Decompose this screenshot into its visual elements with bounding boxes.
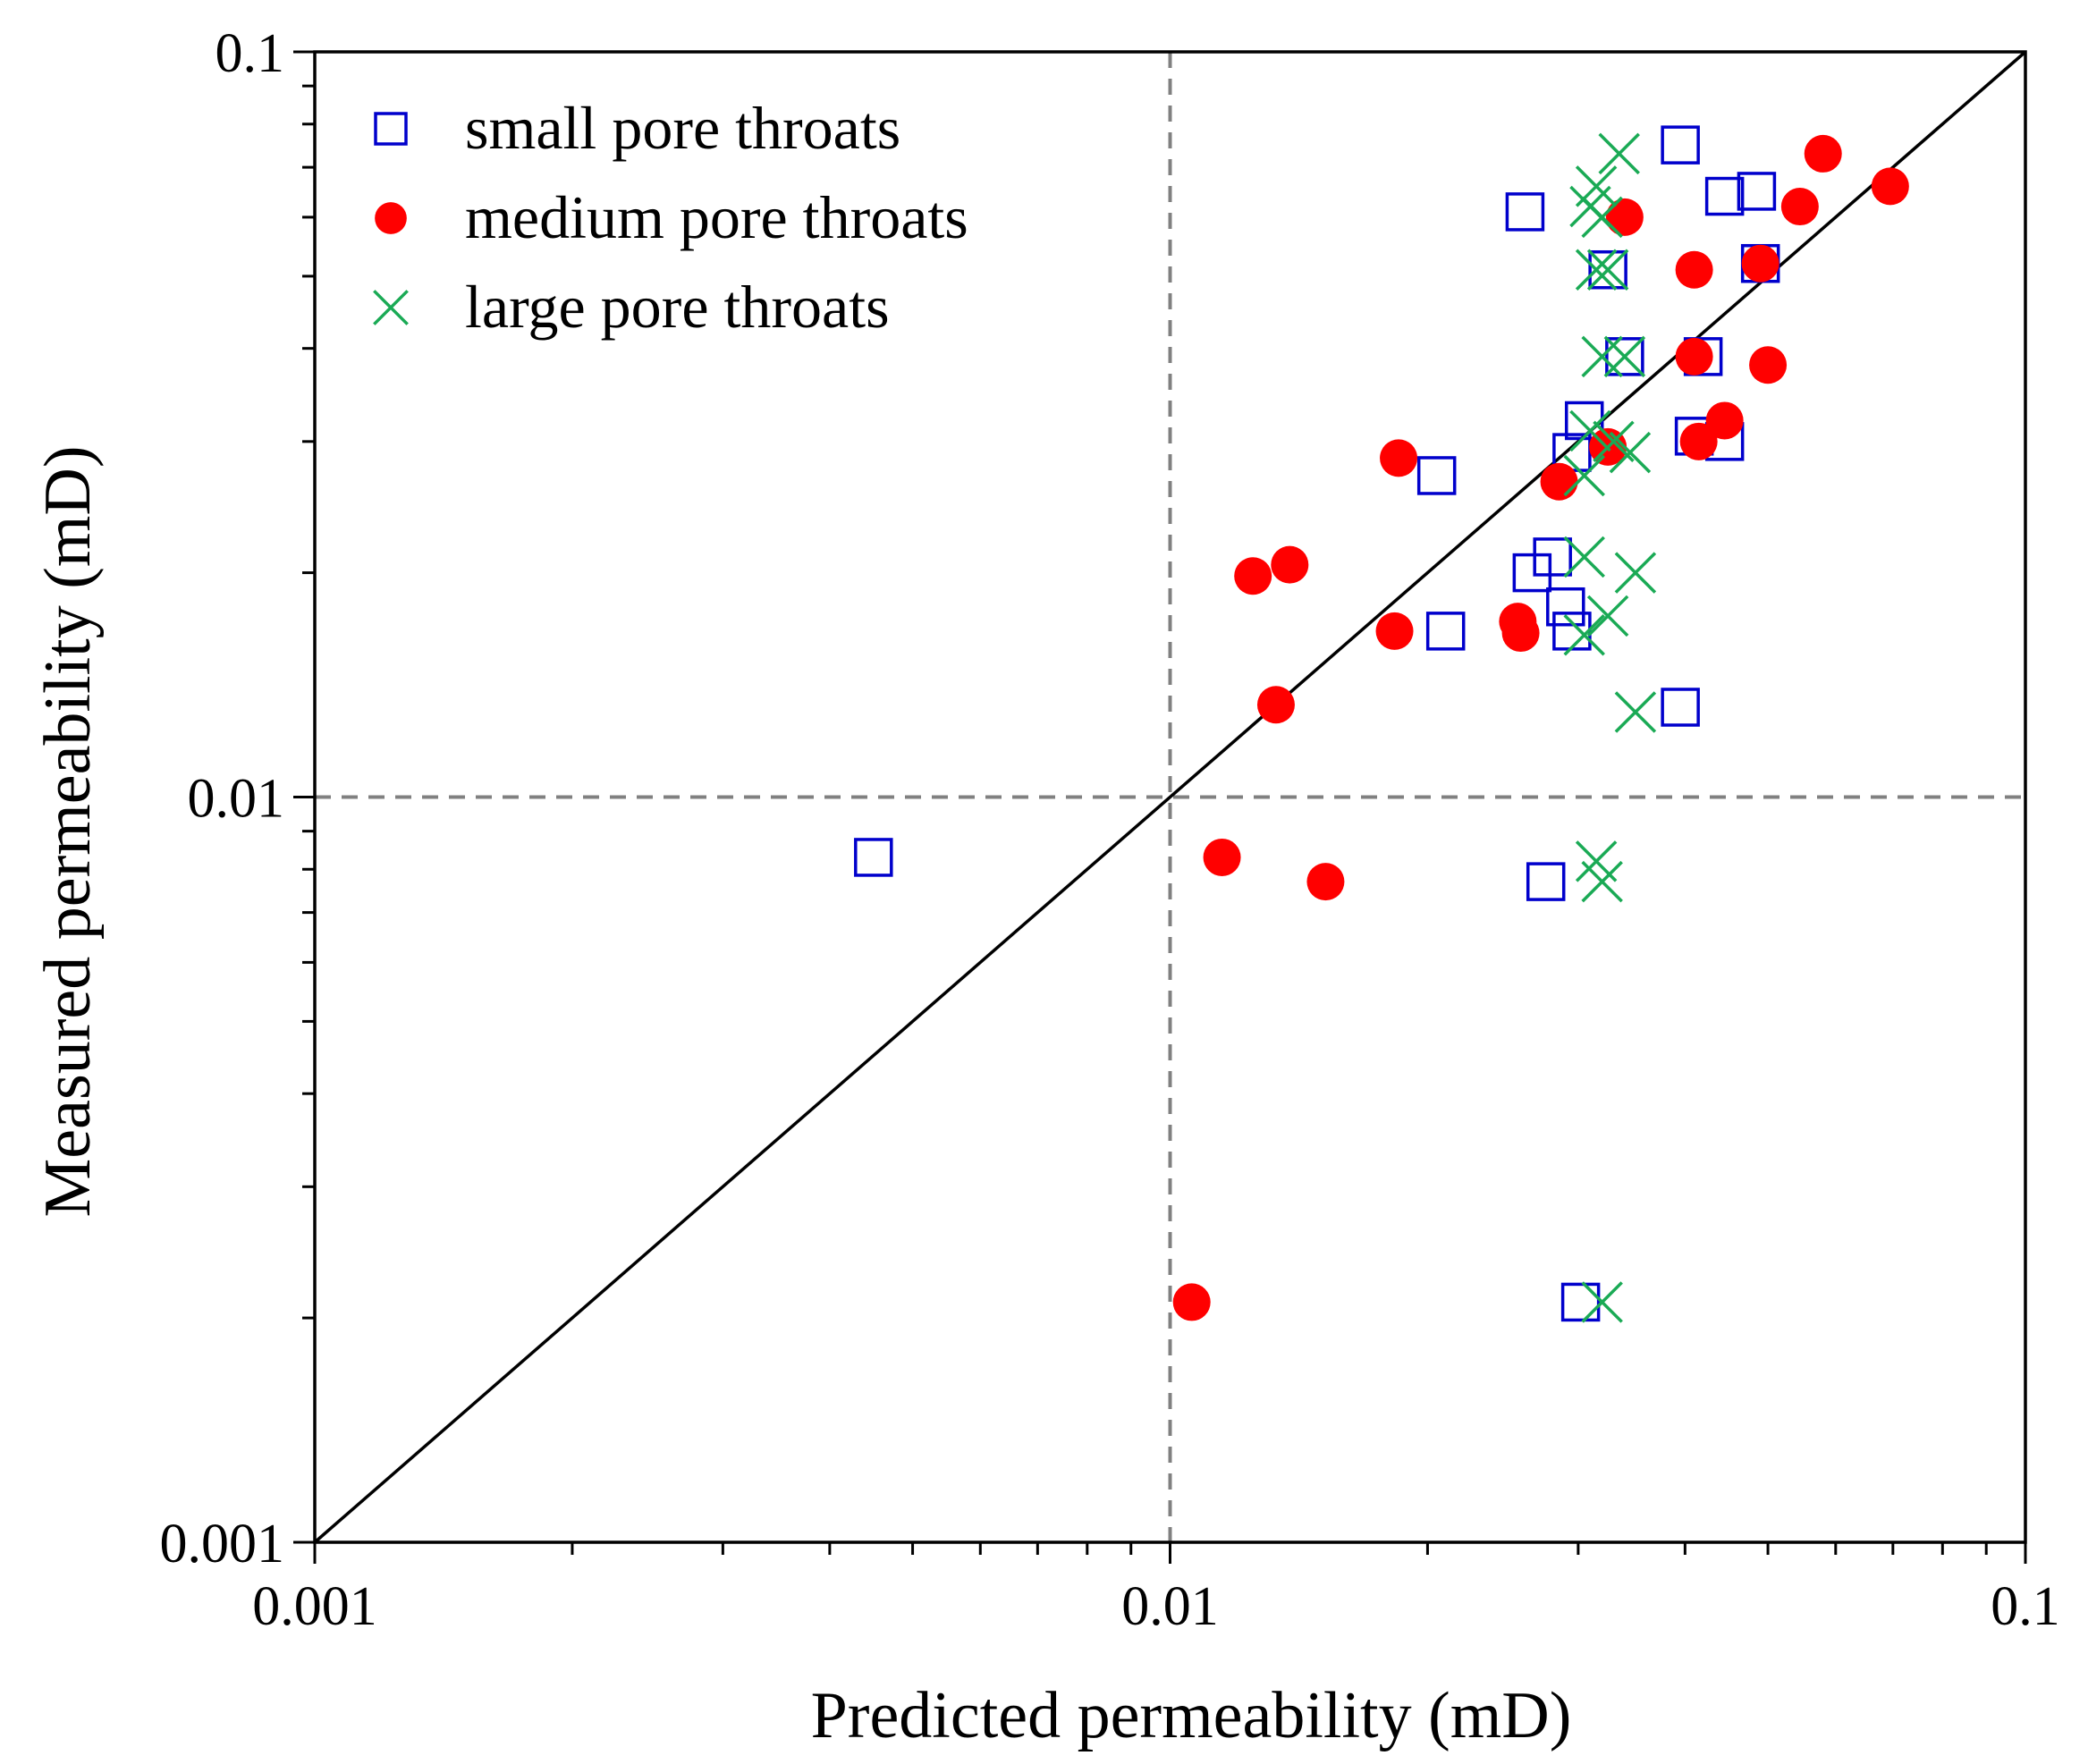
y-axis-title: Measured permeability (mD)	[31, 445, 105, 1217]
x-axis-title: Predicted permeability (mD)	[811, 1679, 1572, 1752]
data-point-small	[1512, 553, 1552, 593]
data-point-medium	[1501, 614, 1540, 653]
one-to-one-line	[313, 50, 2027, 1544]
data-point-medium	[1256, 686, 1295, 724]
data-point-small	[1661, 688, 1700, 727]
data-point-medium	[1605, 198, 1644, 236]
data-point-medium	[1675, 337, 1713, 376]
data-point-large	[1563, 613, 1605, 656]
data-point-large	[1609, 431, 1652, 474]
data-point-large	[1586, 249, 1629, 291]
data-point-small	[854, 838, 893, 877]
data-point-large	[1581, 335, 1623, 378]
data-point-large	[1575, 249, 1618, 291]
data-point-large	[1563, 536, 1605, 578]
data-point-medium	[1679, 422, 1718, 460]
y-tick-label: 0.01	[188, 769, 285, 830]
data-point-small	[1605, 337, 1644, 376]
data-point-large	[1563, 454, 1605, 497]
y-tick-label: 0.1	[216, 23, 285, 84]
data-point-large	[1614, 691, 1657, 733]
data-point-large	[1614, 552, 1657, 594]
data-point-large	[1581, 1281, 1623, 1323]
data-point-medium	[1749, 346, 1788, 384]
data-point-medium	[1172, 1283, 1211, 1321]
data-point-small	[1526, 862, 1566, 901]
data-point-small	[1661, 125, 1700, 165]
data-point-large	[1581, 196, 1623, 239]
y-tick-label: 0.001	[160, 1514, 285, 1574]
legend-marker-large	[373, 290, 409, 325]
legend-marker-small	[374, 112, 408, 146]
x-tick-label: 0.01	[1121, 1576, 1219, 1637]
data-point-medium	[1804, 134, 1842, 173]
data-point-medium	[1780, 188, 1819, 226]
data-point-large	[1569, 409, 1611, 452]
legend-markers	[373, 112, 409, 325]
legend-label-small: small pore throats	[465, 94, 900, 162]
data-point-small	[1533, 537, 1572, 577]
data-point-medium	[1203, 838, 1241, 876]
data-point-small	[1546, 587, 1585, 627]
legend-marker-medium	[375, 202, 407, 234]
data-point-medium	[1234, 557, 1272, 595]
data-point-medium	[1705, 401, 1744, 440]
data-point-small	[1588, 249, 1627, 290]
data-point-medium	[1741, 244, 1779, 283]
data-point-medium	[1871, 167, 1909, 206]
series-medium-pore-throats	[1172, 134, 1909, 1321]
data-point-medium	[1271, 545, 1309, 584]
tick-labels: 0.001 0.01 0.1 0.001 0.01 0.1	[160, 23, 2060, 1637]
data-point-small	[1704, 176, 1745, 216]
data-point-small	[1560, 1282, 1601, 1322]
data-points	[854, 125, 1909, 1323]
data-point-small	[1425, 612, 1466, 651]
data-point-small	[1737, 172, 1777, 211]
data-point-medium	[1375, 612, 1414, 650]
data-point-large	[1586, 595, 1629, 637]
data-point-medium	[1675, 250, 1713, 289]
data-point-medium	[1380, 439, 1418, 477]
legend-label-large: large pore throats	[465, 273, 890, 341]
data-point-large	[1581, 860, 1623, 903]
legend: small pore throats medium pore throats l…	[373, 94, 968, 341]
x-tick-label: 0.001	[252, 1576, 377, 1637]
axes	[293, 50, 2027, 1564]
data-point-large	[1603, 335, 1646, 378]
data-point-medium	[1306, 863, 1345, 901]
data-point-small	[1416, 456, 1457, 495]
x-tick-label: 0.1	[1991, 1576, 2060, 1637]
series-large-pore-throats	[1563, 132, 1657, 1323]
reference-lines	[313, 50, 2027, 1544]
data-point-small	[1505, 192, 1545, 232]
data-point-large	[1598, 132, 1640, 175]
legend-label-medium: medium pore throats	[465, 183, 968, 251]
data-point-medium	[1540, 462, 1578, 501]
